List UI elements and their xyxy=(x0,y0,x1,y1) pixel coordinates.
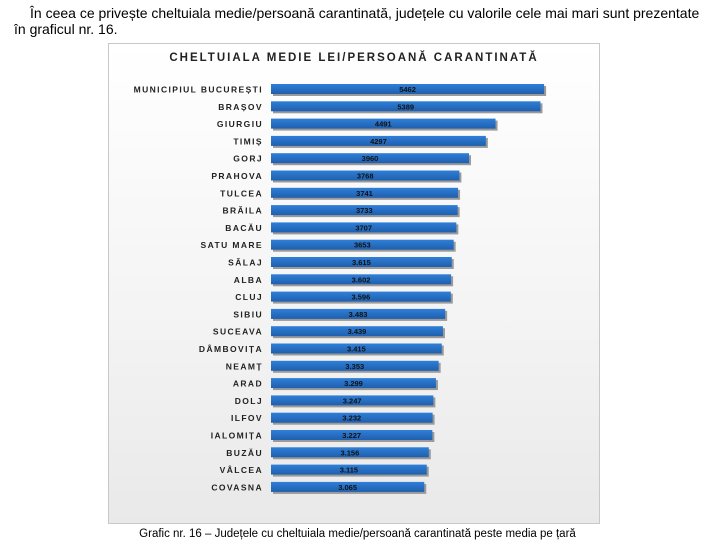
value-label: 3960 xyxy=(362,154,379,163)
bar xyxy=(271,395,434,406)
bar xyxy=(271,153,469,164)
bar xyxy=(271,291,451,302)
bar xyxy=(271,170,460,181)
bar xyxy=(271,464,427,475)
category-label: NEAMȚ xyxy=(226,361,263,371)
value-label: 3.299 xyxy=(344,379,363,388)
bar xyxy=(271,118,496,129)
category-label: IALOMIȚA xyxy=(211,431,263,441)
value-label: 3707 xyxy=(355,223,372,232)
value-label: 3.065 xyxy=(338,483,357,492)
value-label: 3.232 xyxy=(342,414,361,423)
bar xyxy=(271,343,442,354)
value-label: 3.439 xyxy=(348,327,367,336)
value-label: 3.596 xyxy=(352,293,371,302)
category-label: VÂLCEA xyxy=(220,464,263,475)
value-label: 3.615 xyxy=(352,258,371,267)
bar-chart: MUNICIPIUL BUCUREȘTI 5462 BRAȘOV 5389 GIURGI… xyxy=(134,84,547,494)
bar xyxy=(271,205,458,216)
value-label: 3741 xyxy=(356,189,373,198)
value-label: 5462 xyxy=(399,85,416,94)
bar xyxy=(271,326,443,337)
bar xyxy=(271,481,425,492)
value-label: 5389 xyxy=(397,102,414,111)
category-label: GIURGIU xyxy=(217,119,263,129)
category-label: SĂLAJ xyxy=(228,258,263,268)
value-label: 3.227 xyxy=(342,431,361,440)
category-label: TULCEA xyxy=(220,188,263,198)
bar xyxy=(271,187,459,198)
value-label: 3733 xyxy=(356,206,373,215)
category-label: ILFOV xyxy=(231,413,263,423)
value-label: 3.353 xyxy=(345,362,364,371)
category-label: BUZĂU xyxy=(226,448,263,458)
category-label: DÂMBOVIȚA xyxy=(199,343,263,354)
category-label: BACĂU xyxy=(225,223,263,233)
category-label: ALBA xyxy=(234,275,263,285)
value-label: 3.602 xyxy=(352,275,371,284)
value-label: 3.156 xyxy=(341,448,360,457)
category-label: CLUJ xyxy=(235,292,263,302)
category-label: ARAD xyxy=(233,379,263,389)
bar xyxy=(271,101,541,112)
bar xyxy=(271,239,454,250)
category-label: SUCEAVA xyxy=(213,327,263,337)
chart-title: CHELTUIALA MEDIE LEI/PERSOANĂ CARANTINAT… xyxy=(169,52,539,64)
bar xyxy=(271,84,545,94)
category-label: PRAHOVA xyxy=(211,171,263,181)
category-label: SIBIU xyxy=(233,309,263,319)
value-label: 4297 xyxy=(370,137,387,146)
bar xyxy=(271,378,436,389)
value-label: 3.415 xyxy=(347,345,366,354)
value-label: 4491 xyxy=(375,120,392,129)
value-label: 3.483 xyxy=(349,310,368,319)
bar xyxy=(271,135,486,146)
category-label: BRĂILA xyxy=(222,206,263,216)
bar xyxy=(271,308,446,319)
chart-frame: CHELTUIALA MEDIE LEI/PERSOANĂ CARANTINAT… xyxy=(108,43,600,524)
bar xyxy=(271,360,439,371)
figure-caption: Grafic nr. 16 – Județele cu cheltuiala m… xyxy=(139,528,576,540)
category-label: GORJ xyxy=(233,154,263,164)
bar xyxy=(271,430,433,440)
category-label: TIMIȘ xyxy=(233,136,263,146)
bar xyxy=(271,257,452,267)
value-label: 3768 xyxy=(357,172,374,181)
bar xyxy=(271,222,457,233)
value-label: 3.247 xyxy=(343,396,362,405)
bar xyxy=(271,447,429,458)
bar xyxy=(271,274,452,285)
category-label: DOLJ xyxy=(235,396,263,406)
category-label: COVASNA xyxy=(211,482,263,492)
category-label: MUNICIPIUL BUCUREȘTI xyxy=(134,85,263,95)
category-label: BRAȘOV xyxy=(218,102,263,112)
intro-paragraph: În ceea ce privește cheltuiala medie/per… xyxy=(14,5,700,37)
bar xyxy=(271,412,433,423)
category-label: SATU MARE xyxy=(201,240,264,250)
value-label: 3653 xyxy=(354,241,371,250)
value-label: 3.115 xyxy=(340,466,358,475)
